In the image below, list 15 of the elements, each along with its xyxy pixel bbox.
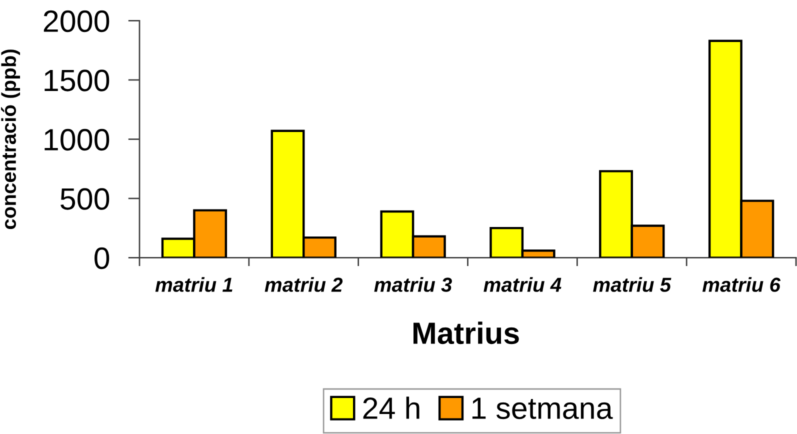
x-tick-label: matriu 6 (702, 277, 781, 292)
y-tick-label: 1000 (44, 128, 110, 151)
y-tick-label: 0 (94, 247, 110, 270)
x-tick-label: matriu 3 (374, 277, 452, 292)
legend-label: 24 h (363, 396, 420, 419)
y-axis-title: concentració (ppb) (1, 50, 20, 230)
x-axis-title: Matrius (413, 322, 519, 344)
y-tick-label: 1500 (44, 70, 110, 92)
x-tick-label: matriu 4 (484, 277, 562, 292)
y-tick-label: 2000 (44, 10, 110, 32)
x-tick-label: matriu 2 (264, 277, 343, 292)
legend-label: 1 setmana (472, 398, 613, 420)
y-tick-label: 500 (60, 188, 110, 210)
x-tick-label: matriu 5 (593, 277, 672, 292)
x-tick-label: matriu 1 (155, 277, 232, 292)
